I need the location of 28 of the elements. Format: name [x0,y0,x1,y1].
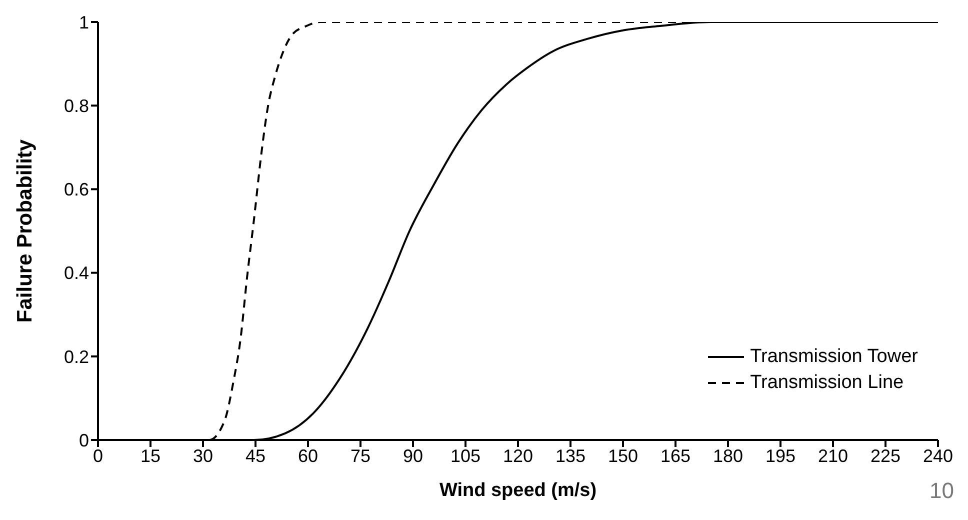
x-tick-label: 45 [245,446,266,466]
x-tick-label: 0 [92,446,104,466]
y-tick-label: 0.2 [64,346,89,367]
x-tick-label: 210 [818,446,848,466]
x-axis-title: Wind speed (m/s) [439,480,597,501]
y-tick-label: 1 [78,12,89,32]
x-tick-label: 105 [450,446,481,466]
x-tick-label: 60 [298,446,318,466]
x-tick-label: 135 [555,446,586,466]
legend-label: Transmission Tower [750,346,918,368]
x-tick-label: 120 [502,446,534,466]
x-tick-label: 180 [712,446,744,466]
x-tick-label: 225 [870,446,901,466]
x-tick-label: 90 [402,446,424,466]
y-axis-title: Failure Probability [13,139,36,323]
x-tick-label: 15 [140,446,161,466]
text: 10 [930,478,954,504]
y-tick-label: 0.8 [64,96,89,116]
y-tick-label: 0.6 [64,180,89,200]
x-tick-label: 165 [660,446,691,466]
x-tick-label: 30 [192,446,214,466]
x-tick-label: 195 [765,446,796,466]
x-tick-label: 240 [922,446,954,466]
x-tick-label: 150 [608,446,638,466]
y-tick-label: 0.4 [64,263,89,284]
y-tick-label: 0 [78,430,89,450]
legend-label: Transmission Line [750,372,904,394]
x-tick-label: 75 [350,446,371,466]
